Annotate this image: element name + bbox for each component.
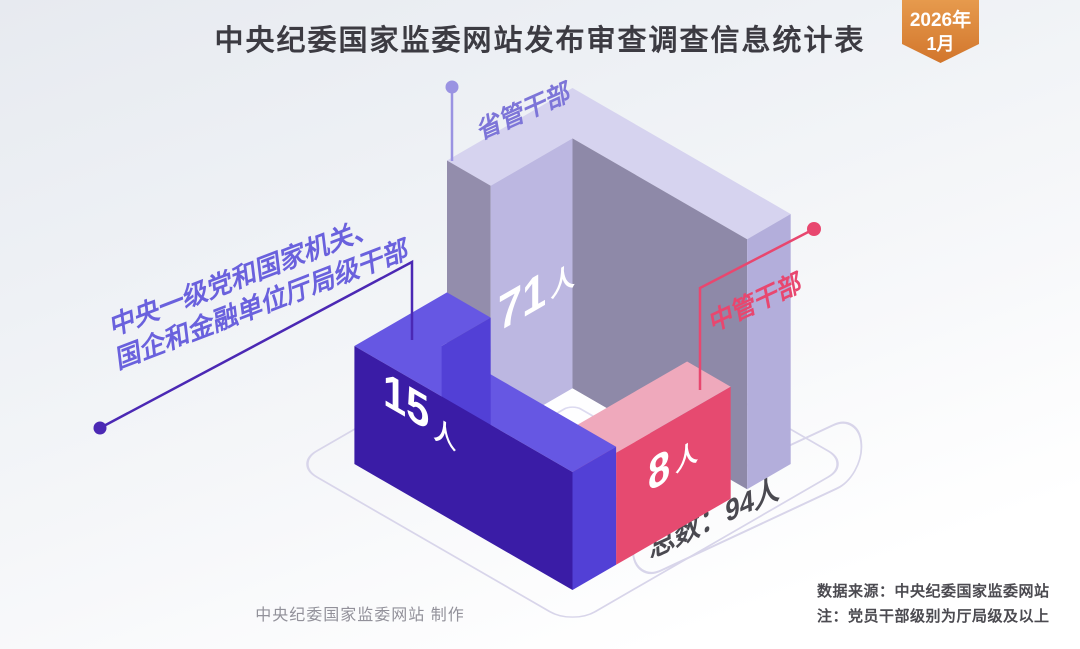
- bar-provincial-top-face: [447, 88, 791, 240]
- level-note: 注：党员干部级别为厅局级及以上: [817, 608, 1050, 625]
- bar-organs-end-face: [572, 446, 617, 590]
- producer-credit: 中央纪委国家监委网站 制作: [255, 607, 465, 624]
- callout-organs-line: [99, 259, 414, 430]
- bar-provincial-east-strip: [747, 214, 791, 490]
- data-source-note: 数据来源：中央纪委国家监委网站: [817, 583, 1050, 600]
- footer-notes: 数据来源：中央纪委国家监委网站 注：党员干部级别为厅局级及以上: [817, 579, 1050, 629]
- bar-organs: [354, 292, 617, 590]
- callout-central-line: [698, 227, 815, 390]
- callout-organs-dot: [93, 421, 107, 435]
- bar-central-front-face: [616, 386, 731, 565]
- badge-ribbon-shape: [902, 0, 979, 63]
- badge-year: 2026年: [910, 8, 971, 31]
- callout-central-dot: [807, 222, 821, 236]
- bar-organs-front-face: [354, 346, 573, 590]
- callout-provincial-dot: [445, 80, 459, 94]
- bar-provincial-light-face: [490, 138, 573, 436]
- badge-month: 1月: [926, 34, 954, 54]
- date-badge: 2026年 1月: [902, 0, 979, 63]
- page-title: 中央纪委国家监委网站发布审查调查信息统计表: [214, 25, 866, 57]
- bar-central-top-face: [572, 361, 731, 453]
